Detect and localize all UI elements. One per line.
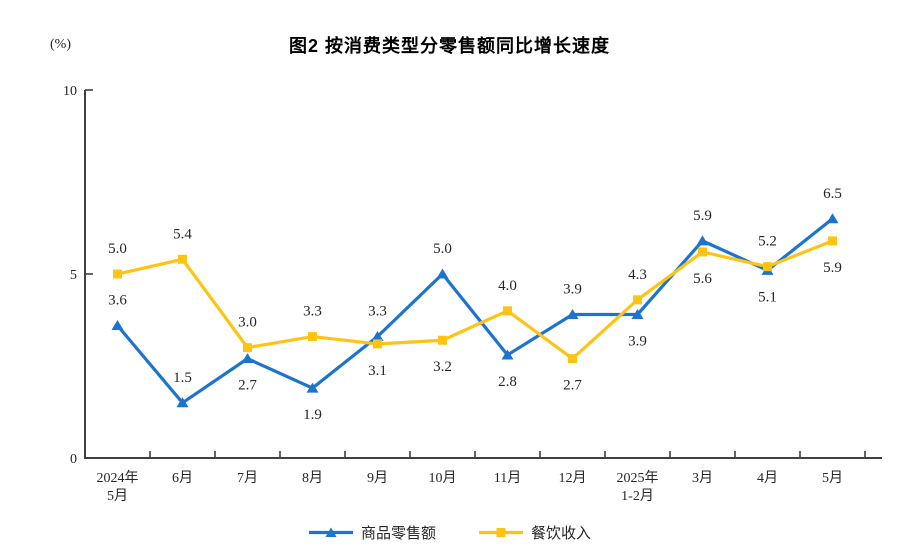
data-point-label: 2.7 (563, 378, 582, 394)
data-point-label: 3.0 (238, 315, 257, 331)
data-point-label: 5.9 (693, 208, 712, 224)
square-point-marker (373, 339, 382, 349)
data-point-label: 3.9 (563, 281, 582, 297)
data-point-label: 3.1 (368, 363, 387, 379)
triangle-point-marker (306, 382, 319, 393)
data-point-label: 5.2 (758, 234, 777, 250)
triangle-point-marker (631, 308, 644, 319)
square-point-marker (503, 306, 512, 316)
data-point-label: 3.3 (368, 304, 387, 320)
data-point-label: 5.1 (758, 289, 777, 305)
legend-label: 餐饮收入 (531, 526, 592, 542)
series-line-餐饮收入 (117, 239, 834, 361)
square-point-marker (113, 269, 122, 279)
data-point-label: 5.0 (433, 241, 452, 257)
square-legend-swatch-icon (479, 528, 523, 537)
y-axis-unit-label: (%) (50, 37, 71, 52)
triangle-point-marker (566, 308, 579, 319)
triangle-legend-swatch-icon (308, 527, 353, 537)
x-tick-label: 3月 (692, 470, 713, 486)
x-tick-label: 2025年 1-2月 (617, 470, 659, 504)
data-point-label: 2.7 (238, 378, 257, 394)
square-point-marker (763, 262, 772, 272)
data-point-label: 4.3 (628, 267, 647, 283)
legend-item-餐饮收入: 餐饮收入 (478, 522, 591, 543)
y-tick-label: 10 (63, 84, 77, 99)
legend-label: 商品零售额 (360, 526, 436, 542)
square-point-marker (698, 247, 707, 257)
series-line-商品零售额 (116, 217, 834, 405)
chart-legend: 商品零售额 餐饮收入 (0, 522, 899, 543)
triangle-point-marker (696, 235, 709, 246)
data-point-label: 5.0 (108, 241, 127, 257)
square-point-marker (438, 335, 447, 345)
y-tick-label: 0 (70, 452, 77, 467)
x-tick-label: 6月 (172, 470, 193, 486)
data-point-label: 5.6 (693, 271, 712, 287)
data-point-label: 5.4 (173, 226, 192, 242)
triangle-point-marker (176, 397, 189, 408)
square-point-marker (243, 343, 252, 353)
triangle-point-marker (436, 268, 449, 279)
square-point-marker (633, 295, 642, 305)
data-point-label: 5.9 (823, 260, 842, 276)
x-tick-label: 8月 (302, 470, 323, 486)
data-point-label: 1.5 (173, 370, 192, 386)
triangle-point-marker (241, 353, 254, 364)
axis-line (84, 90, 882, 459)
data-point-label: 6.5 (823, 186, 842, 202)
x-tick-label: 7月 (237, 470, 258, 486)
y-tick-label: 5 (70, 268, 77, 283)
x-tick-label: 9月 (367, 470, 388, 486)
data-point-label: 1.9 (303, 407, 322, 423)
triangle-point-marker (501, 349, 514, 360)
legend-item-商品零售额: 商品零售额 (308, 522, 436, 543)
triangle-point-marker (826, 213, 839, 224)
square-point-marker (828, 236, 837, 246)
square-point-marker (308, 332, 317, 342)
data-point-label: 2.8 (498, 374, 517, 390)
square-point-marker (568, 354, 577, 364)
triangle-point-marker (371, 331, 384, 342)
chart-title: 图2 按消费类型分零售额同比增长速度 (288, 36, 610, 56)
data-point-label: 4.0 (498, 278, 517, 294)
x-tick-label: 10月 (429, 470, 457, 486)
x-tick-label: 2024年 5月 (97, 470, 139, 504)
data-point-label: 3.2 (433, 359, 452, 375)
data-point-label: 3.6 (108, 293, 127, 309)
x-tick-label: 5月 (822, 470, 843, 486)
triangle-point-marker (111, 320, 124, 331)
x-tick-label: 4月 (757, 470, 778, 486)
x-tick-label: 12月 (559, 470, 587, 486)
x-tick-label: 11月 (494, 470, 521, 486)
square-point-marker (178, 254, 187, 264)
data-point-label: 3.3 (303, 304, 322, 320)
data-point-label: 3.9 (628, 333, 647, 349)
